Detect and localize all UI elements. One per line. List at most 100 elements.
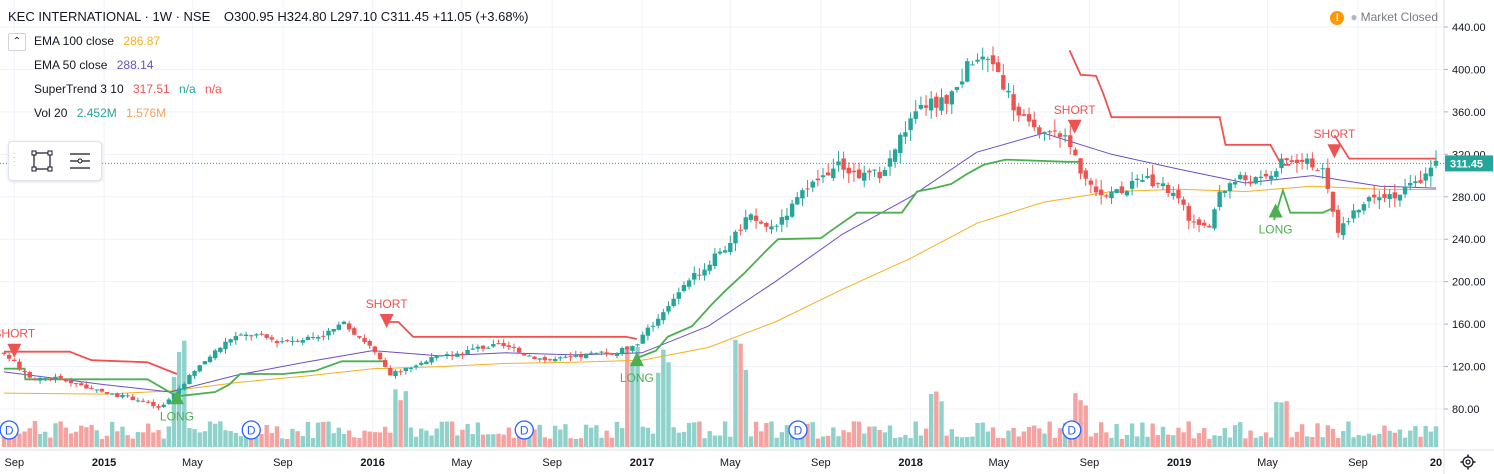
- candle-body: [465, 350, 470, 354]
- symbol-title[interactable]: KEC INTERNATIONAL · 1W · NSE: [8, 9, 211, 24]
- volume-bar: [341, 434, 347, 447]
- drawing-toolbox[interactable]: : : :: [8, 141, 102, 181]
- volume-bar: [6, 434, 12, 447]
- candle-body: [68, 380, 74, 384]
- price-tick-label: 440.00: [1452, 22, 1486, 34]
- change-value: +11.05 (+3.68%): [432, 9, 529, 24]
- warning-icon[interactable]: !: [1330, 11, 1345, 25]
- volume-bar: [676, 432, 681, 447]
- candle-body: [321, 335, 326, 337]
- candle-body: [655, 318, 661, 326]
- indicator-legend-supertrend[interactable]: SuperTrend 3 10 317.51 n/a n/a: [34, 82, 222, 96]
- indicator-name: SuperTrend 3 10: [34, 82, 124, 96]
- dividend-marker[interactable]: [788, 420, 808, 440]
- candle-body: [202, 361, 208, 365]
- time-tick-label: May: [720, 457, 741, 469]
- drag-handle-icon[interactable]: : : :: [13, 150, 16, 168]
- chevron-up-icon[interactable]: ⌃: [8, 33, 26, 51]
- volume-bar: [836, 436, 841, 447]
- volume-bar: [104, 435, 110, 447]
- volume-bar: [748, 436, 754, 447]
- volume-bar: [578, 438, 584, 447]
- price-axis[interactable]: 80.00120.00160.00200.00240.00280.00320.0…: [1444, 22, 1493, 416]
- line-style-tool-icon[interactable]: [67, 148, 93, 174]
- volume-bar: [789, 435, 795, 447]
- candle-body: [475, 346, 481, 349]
- volume-bar: [346, 430, 352, 447]
- candle-body: [1202, 222, 1207, 226]
- indicator-legend-ema50[interactable]: EMA 50 close 288.14: [34, 58, 153, 72]
- volume-bar: [1356, 434, 1361, 447]
- candle-body: [496, 343, 501, 345]
- candle-body: [892, 149, 898, 162]
- candle-body: [89, 388, 94, 390]
- volume-bar: [1418, 436, 1423, 447]
- volume-bar: [367, 431, 372, 447]
- rectangle-tool-icon[interactable]: [29, 148, 55, 174]
- candle-body: [403, 367, 408, 372]
- candle-body: [1104, 195, 1109, 197]
- volume-bar: [233, 433, 238, 447]
- candle-body: [1129, 180, 1135, 189]
- candle-body: [1135, 178, 1140, 180]
- candle-body: [1052, 130, 1058, 132]
- candle-body: [43, 378, 48, 380]
- volume-bar: [851, 421, 857, 447]
- time-tick-label: May: [451, 457, 472, 469]
- volume-bar: [815, 438, 821, 447]
- time-tick-label: 20: [1430, 457, 1442, 469]
- market-status[interactable]: ! ● Market Closed: [1330, 10, 1438, 25]
- candle-body: [1263, 173, 1269, 177]
- volume-bar: [692, 422, 697, 447]
- candle-body: [1325, 167, 1331, 189]
- indicator-legend-ema100[interactable]: EMA 100 close 286.87: [34, 34, 160, 48]
- candle-body: [32, 378, 38, 381]
- dividend-marker[interactable]: [514, 420, 534, 440]
- candle-body: [1212, 209, 1217, 229]
- dividend-marker[interactable]: [1062, 420, 1082, 440]
- candle-body: [547, 359, 553, 361]
- dividend-marker[interactable]: [0, 420, 19, 440]
- candle-body: [954, 87, 960, 90]
- volume-bar: [949, 429, 954, 447]
- volume-bar: [1088, 436, 1094, 447]
- volume-bar: [913, 421, 918, 447]
- candle-body: [1315, 170, 1320, 172]
- candle-body: [1310, 158, 1315, 168]
- time-axis[interactable]: Sep 2015 May Sep 2016 May Sep 2017 May Sep 2018 May…: [5, 457, 1443, 469]
- candle-body: [774, 225, 779, 227]
- candlestick-series: [1, 46, 1439, 411]
- volume-bar: [846, 432, 851, 447]
- volume-bar: [1109, 437, 1114, 447]
- candle-body: [264, 334, 269, 338]
- candle-body: [1145, 175, 1150, 178]
- volume-bar: [413, 436, 419, 447]
- candle-body: [1114, 189, 1119, 194]
- volume-bar: [63, 427, 69, 447]
- volume-bar: [295, 431, 300, 447]
- candle-body: [650, 325, 656, 327]
- candle-body: [619, 348, 625, 355]
- volume-bar: [707, 431, 712, 447]
- volume-bar: [1248, 430, 1253, 447]
- candle-body: [578, 354, 584, 358]
- volume-bar: [511, 437, 517, 447]
- candle-body: [1207, 225, 1212, 228]
- volume-bar: [939, 401, 944, 447]
- volume-bar: [212, 423, 218, 447]
- candle-body: [789, 203, 795, 217]
- volume-bar: [759, 431, 764, 447]
- indicator-legend-volume[interactable]: Vol 20 2.452M 1.576M: [34, 106, 166, 120]
- dividend-marker[interactable]: [241, 420, 261, 440]
- candle-body: [192, 370, 197, 376]
- volume-bar: [269, 432, 275, 447]
- candle-body: [1186, 206, 1191, 221]
- settings-gear-icon[interactable]: [1460, 454, 1476, 470]
- volume-bar: [1114, 424, 1119, 447]
- volume-bar: [877, 430, 882, 447]
- candle-body: [970, 64, 975, 66]
- candle-body: [1248, 181, 1253, 184]
- candle-body: [1284, 158, 1289, 161]
